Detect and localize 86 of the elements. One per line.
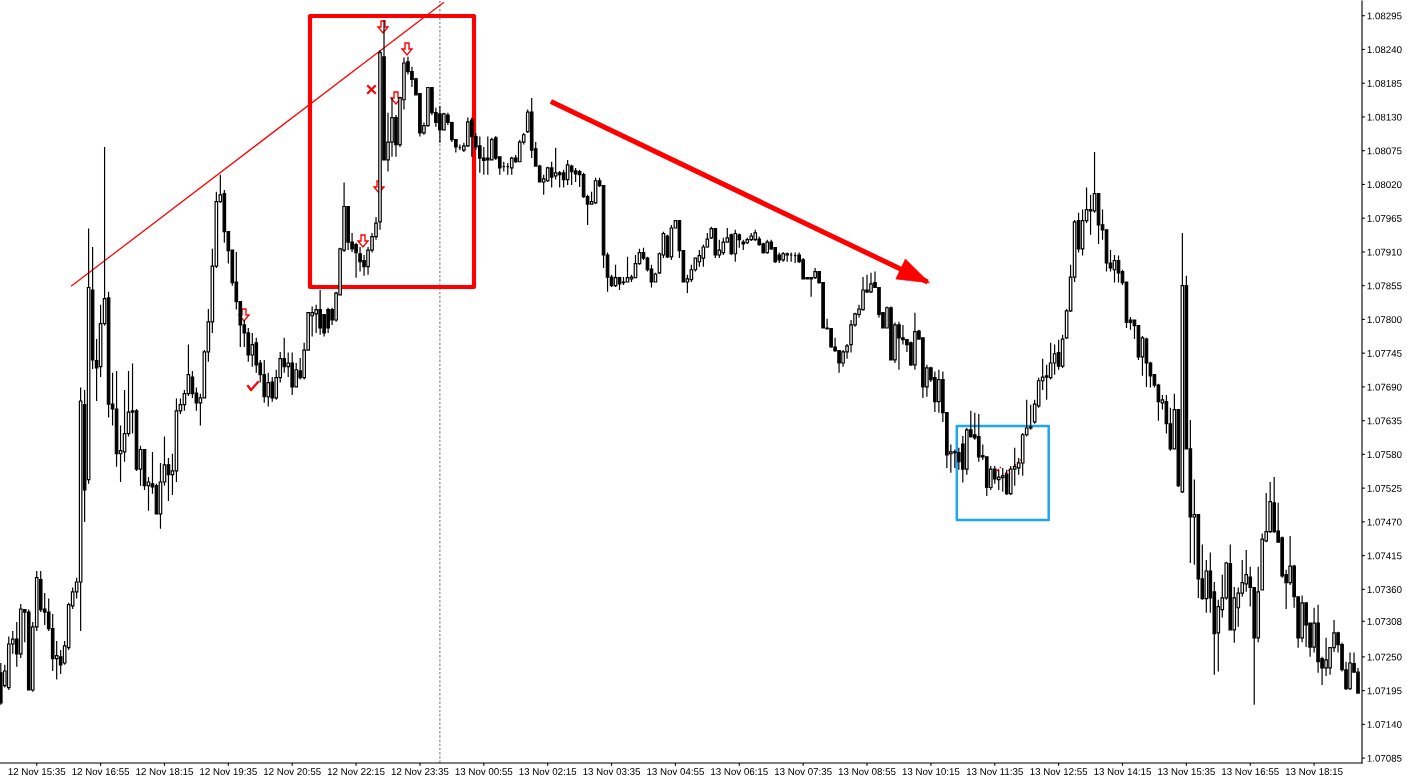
candlestick [290,351,295,396]
candlestick [913,312,917,371]
y-tick-label: 1.07635 [1367,417,1402,425]
candlestick [697,249,702,268]
y-tick-label: 1.07140 [1367,721,1402,728]
y-tick-label: 1.07580 [1367,451,1402,459]
candlestick [976,413,981,463]
candlestick [625,256,630,284]
candlestick [262,359,267,404]
candlestick [26,609,31,691]
x-tick-label: 12 Nov 20:55 [264,768,321,775]
x-tick-label: 13 Nov 07:35 [774,768,832,775]
candlestick [1144,337,1149,388]
candlestick [569,164,574,186]
x-tick-label: 12 Nov 16:55 [72,768,130,775]
candlestick [713,227,718,259]
candlestick [953,448,957,469]
candlestick [897,321,901,371]
y-tick-label: 1.07800 [1367,316,1402,324]
candlestick [777,251,782,264]
candlestick [749,232,754,242]
y-tick-label: 1.07745 [1367,349,1402,357]
candlestick [326,307,330,334]
y-tick-label: 1.07855 [1367,282,1402,290]
y-tick-label: 1.07910 [1367,248,1402,256]
y-tick-label: 1.08240 [1367,46,1402,54]
x-tick-label: 12 Nov 15:35 [8,768,66,775]
y-tick-label: 1.07085 [1367,754,1402,762]
y-tick-label: 1.07250 [1367,653,1402,661]
candlestick [0,662,3,706]
candlestick [509,156,514,176]
candlestick [1056,339,1061,371]
x-tick-label: 12 Nov 18:15 [136,768,193,775]
y-tick-label: 1.07415 [1367,552,1402,560]
candlestick [470,116,474,158]
candlestick [753,229,758,242]
candlestick [318,289,322,336]
x-tick-label: 13 Nov 14:15 [1094,768,1151,775]
x-tick-label: 13 Nov 16:55 [1222,768,1279,775]
y-tick-label: 1.07525 [1367,484,1402,492]
x-tick-label: 13 Nov 08:55 [838,768,896,775]
candlestick [573,167,578,183]
x-tick-label: 13 Nov 12:55 [1030,768,1088,775]
candlestick [438,105,442,144]
x-tick-label: 13 Nov 15:35 [1158,768,1215,775]
x-tick-label: 13 Nov 03:35 [583,768,641,775]
candlestick [477,136,482,174]
candlestick [733,229,738,263]
x-tick-label: 13 Nov 00:55 [455,768,513,775]
y-tick-label: 1.07360 [1367,586,1402,593]
candlestick [869,272,873,294]
candlestick [1000,467,1005,493]
x-tick-label: 13 Nov 10:15 [902,768,960,775]
y-tick-label: 1.07690 [1367,383,1402,391]
y-tick-label: 1.07470 [1367,518,1402,526]
candlestick [1052,343,1057,376]
candlestick [1180,232,1185,494]
candlestick [785,251,790,263]
x-tick-label: 13 Nov 04:55 [647,768,704,775]
x-tick-label: 12 Nov 22:15 [327,768,385,775]
x-tick-label: 13 Nov 18:15 [1285,768,1343,775]
candlestick [613,264,618,288]
y-tick-label: 1.08020 [1367,181,1402,189]
y-tick-label: 1.07195 [1367,687,1402,695]
x-tick-label: 13 Nov 11:35 [966,768,1023,775]
y-tick-label: 1.08130 [1367,113,1402,121]
x-tick-label: 13 Nov 06:15 [711,768,768,775]
y-tick-label: 1.07965 [1367,214,1402,222]
candlestick [781,251,786,263]
y-tick-label: 1.08185 [1367,79,1402,87]
candlestick [801,257,805,281]
y-tick-label: 1.07308 [1367,618,1402,625]
candlestick [565,159,570,186]
x-tick-label: 12 Nov 23:35 [391,768,449,775]
x-tick-label: 12 Nov 19:35 [200,768,257,775]
candlestick [1348,651,1352,691]
candlestick [889,305,893,361]
y-tick-label: 1.08295 [1367,12,1402,20]
candlestick [1112,254,1117,284]
candlestick [78,386,83,632]
candlestick [1116,255,1121,284]
y-tick-label: 1.08075 [1367,147,1402,155]
candlestick [765,239,770,255]
x-tick-label: 13 Nov 02:15 [519,768,577,775]
candlestick [933,370,937,413]
candlestick [485,136,490,176]
